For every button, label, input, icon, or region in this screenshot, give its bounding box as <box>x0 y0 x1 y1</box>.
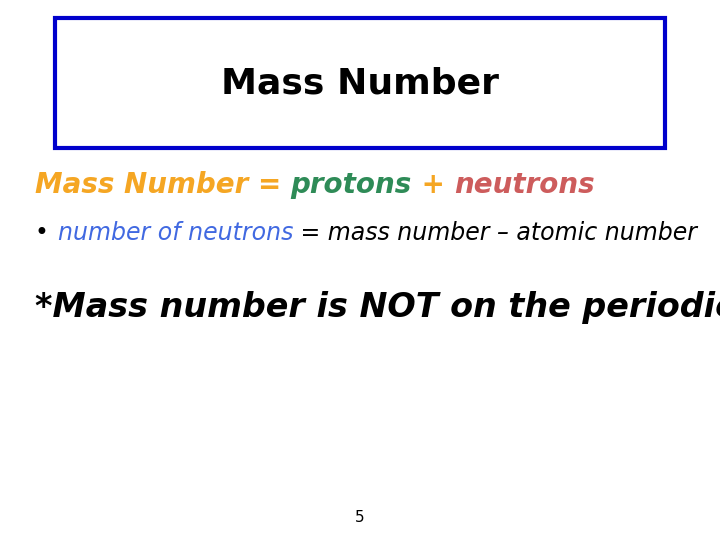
Text: 5: 5 <box>355 510 365 525</box>
Text: neutrons: neutrons <box>454 171 595 199</box>
Text: protons: protons <box>291 171 412 199</box>
Text: =: = <box>258 171 291 199</box>
Text: +: + <box>412 171 454 199</box>
FancyBboxPatch shape <box>55 18 665 148</box>
Text: number of neutrons: number of neutrons <box>58 221 293 245</box>
Text: = mass number – atomic number: = mass number – atomic number <box>293 221 698 245</box>
Text: •: • <box>35 221 49 245</box>
Text: *Mass number is NOT on the periodic table: *Mass number is NOT on the periodic tabl… <box>35 292 720 325</box>
Text: Mass Number: Mass Number <box>35 171 258 199</box>
Text: Mass Number: Mass Number <box>221 66 499 100</box>
